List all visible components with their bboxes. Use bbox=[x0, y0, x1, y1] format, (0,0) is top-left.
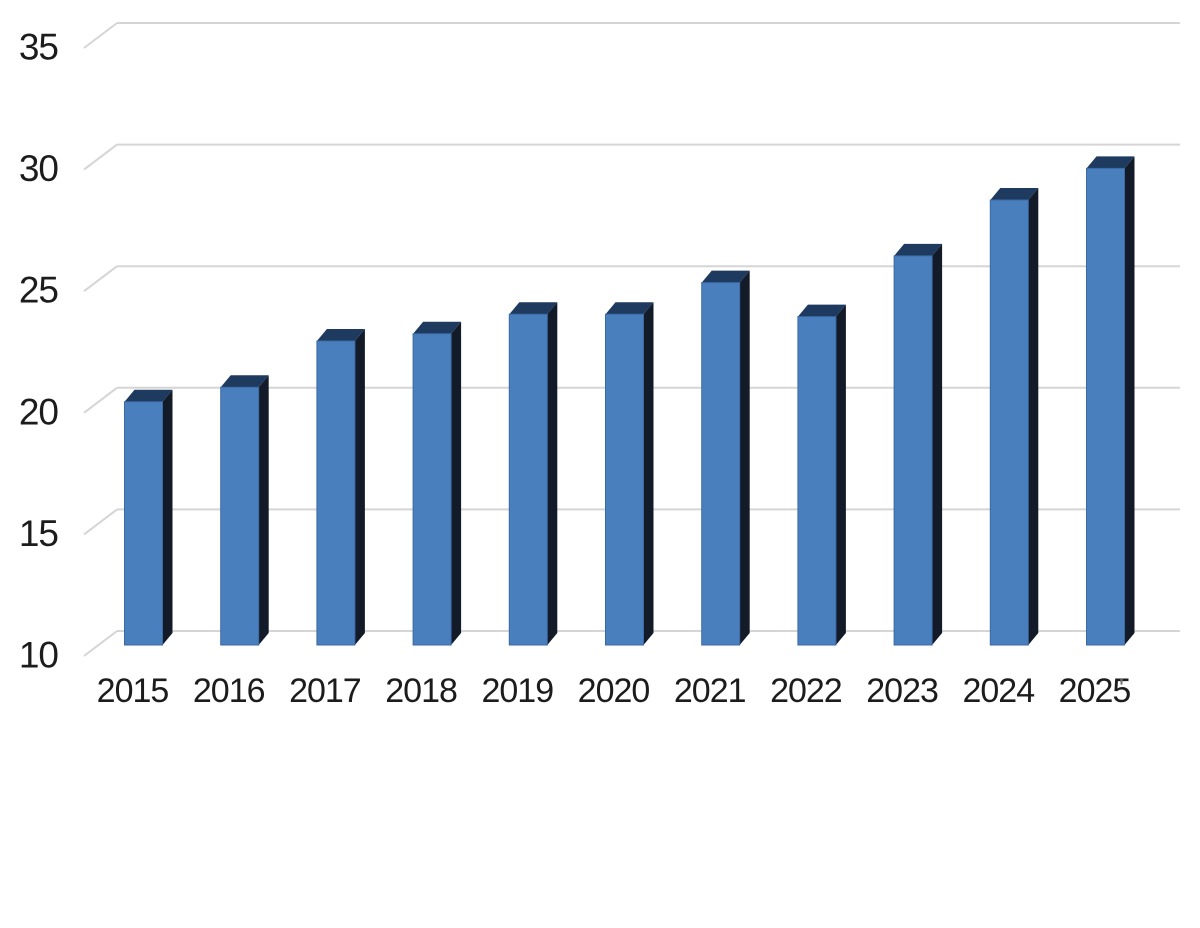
gridline-slant bbox=[83, 630, 118, 657]
bar-front-face bbox=[1086, 167, 1125, 646]
y-axis-tick-label: 35 bbox=[19, 27, 59, 68]
y-axis-tick-label: 10 bbox=[19, 635, 59, 676]
y-axis-tick-label: 15 bbox=[19, 513, 59, 554]
y-axis-tick-label: 30 bbox=[19, 148, 59, 189]
x-axis-tick-label: 2018 bbox=[385, 672, 457, 710]
bar-top-face bbox=[413, 321, 462, 334]
gridline-slant bbox=[83, 387, 118, 414]
x-axis-tick-label: 2016 bbox=[193, 672, 265, 710]
bar-top-face bbox=[894, 243, 943, 256]
bar-front-face bbox=[701, 282, 741, 646]
bar-2017 bbox=[316, 329, 365, 646]
bar-side-face bbox=[1028, 187, 1039, 645]
bar-front-face bbox=[316, 340, 356, 646]
bar-front-face bbox=[508, 313, 548, 646]
bar-front-face bbox=[605, 313, 644, 646]
x-axis-tick-label: 2021 bbox=[674, 672, 746, 710]
bar-side-face bbox=[643, 302, 654, 645]
gridline-slant bbox=[83, 22, 118, 49]
bar-side-face bbox=[835, 304, 846, 645]
bar-front-face bbox=[412, 333, 452, 646]
bar-2021 bbox=[701, 270, 750, 646]
bar-2020 bbox=[605, 302, 654, 646]
bar-2023 bbox=[893, 243, 943, 646]
bar-front-face bbox=[893, 255, 933, 646]
x-axis-tick-label: 2024 bbox=[962, 672, 1034, 710]
bar-2016 bbox=[220, 375, 269, 646]
bar-top-face bbox=[605, 302, 654, 315]
x-axis-tick-label: 2025 bbox=[1059, 672, 1131, 710]
bar-top-face bbox=[990, 187, 1039, 200]
bar-side-face bbox=[451, 321, 462, 645]
bar-side-face bbox=[354, 329, 365, 645]
bar-side-face bbox=[739, 270, 750, 645]
x-axis-tick-label: 2015 bbox=[97, 672, 169, 710]
bar-2019 bbox=[508, 302, 558, 646]
bar-top-face bbox=[509, 302, 558, 315]
x-axis-tick-label: 2023 bbox=[866, 672, 938, 710]
bar-front-face bbox=[124, 401, 163, 646]
bar-2024 bbox=[989, 187, 1039, 646]
bar-side-face bbox=[547, 302, 558, 645]
bar-2025 bbox=[1086, 156, 1135, 646]
bar-top-face bbox=[1086, 156, 1135, 169]
bar-top-face bbox=[797, 304, 846, 317]
bar-front-face bbox=[797, 316, 837, 646]
gridline-slant bbox=[83, 508, 118, 536]
bar-side-face bbox=[932, 243, 943, 645]
bar-front-face bbox=[989, 199, 1029, 646]
gridline-slant bbox=[83, 143, 118, 171]
bar-side-face bbox=[258, 375, 269, 645]
bar-side-face bbox=[162, 389, 173, 645]
bar-top-face bbox=[316, 329, 365, 341]
bar-front-face bbox=[220, 386, 260, 646]
bar-2022 bbox=[797, 304, 846, 646]
x-axis-tick-label: 2019 bbox=[481, 672, 553, 710]
bar-2015 bbox=[124, 389, 173, 646]
x-axis-tick-label: 2022 bbox=[770, 672, 842, 710]
y-axis-tick-label: 25 bbox=[19, 270, 59, 311]
x-axis-tick-label: 2017 bbox=[289, 672, 361, 710]
bar-top-face bbox=[220, 375, 269, 388]
bar-top-face bbox=[701, 270, 750, 283]
bar-2018 bbox=[412, 321, 462, 646]
bar-side-face bbox=[1124, 156, 1135, 645]
gridline-slant bbox=[83, 265, 118, 292]
x-axis-tick-label: 2020 bbox=[578, 672, 650, 710]
bar-top-face bbox=[124, 389, 173, 402]
y-axis-tick-label: 20 bbox=[19, 391, 59, 432]
stray-tick-mark: ' bbox=[1119, 673, 1124, 703]
